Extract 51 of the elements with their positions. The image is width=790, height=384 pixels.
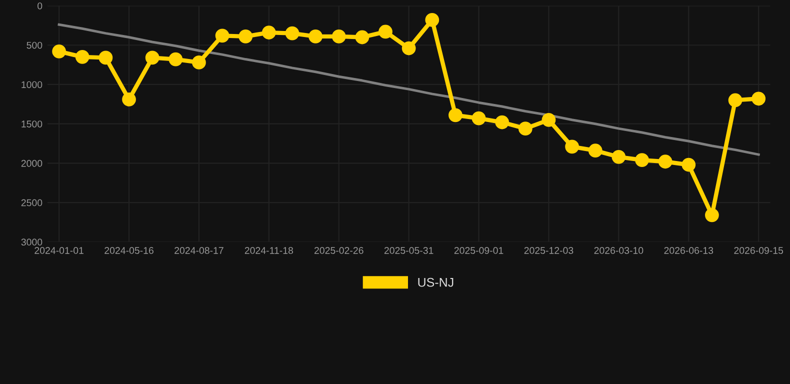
x-tick-label: 2024-01-01 [34, 247, 84, 254]
x-tick-label: 2024-11-18 [244, 247, 294, 254]
point [145, 50, 160, 65]
point [238, 30, 253, 44]
point [425, 12, 440, 27]
point [728, 93, 742, 108]
point [518, 122, 532, 136]
point [635, 153, 649, 167]
y-tick-label: 1000 [22, 81, 42, 88]
x-tick-label: 2024-05-16 [104, 247, 154, 254]
point [285, 26, 300, 40]
x-tick-label: 2025-09-01 [454, 247, 504, 254]
point [98, 50, 113, 65]
point [658, 154, 672, 169]
point [355, 30, 370, 44]
point [122, 92, 136, 106]
point [565, 140, 579, 154]
x-tick-label: 2025-05-31 [384, 247, 434, 254]
point [752, 92, 766, 106]
point [612, 150, 626, 164]
point [168, 52, 183, 66]
x-tick-label: 2024-08-17 [174, 247, 224, 254]
y-tick-label: 3000 [21, 238, 42, 246]
point [192, 55, 206, 70]
line-series [58, 23, 760, 156]
y-tick-label: 2500 [21, 199, 42, 206]
point [495, 115, 510, 130]
point [52, 44, 66, 58]
x-tick-label: 2025-02-26 [314, 247, 364, 254]
legend-label: US-NJ [418, 278, 454, 287]
point [682, 158, 696, 172]
y-tick-label: 0 [38, 2, 42, 10]
point [448, 108, 462, 122]
x-tick-label: 2025-12-03 [524, 247, 574, 254]
point [262, 26, 276, 40]
point [215, 28, 230, 43]
point [308, 30, 322, 44]
point [378, 24, 392, 39]
point [402, 41, 416, 56]
x-tick-label: 2026-09-15 [734, 247, 784, 254]
x-tick-label: 2026-03-10 [594, 247, 644, 254]
point [705, 208, 719, 222]
point [332, 30, 346, 44]
x-tick-label: 2026-06-13 [664, 247, 714, 254]
point [472, 111, 486, 126]
point [75, 50, 90, 64]
y-tick-label: 1500 [22, 120, 42, 128]
y-tick-label: 2000 [21, 160, 42, 167]
point [588, 144, 602, 158]
y-tick-label: 500 [26, 42, 42, 49]
point [542, 112, 556, 127]
